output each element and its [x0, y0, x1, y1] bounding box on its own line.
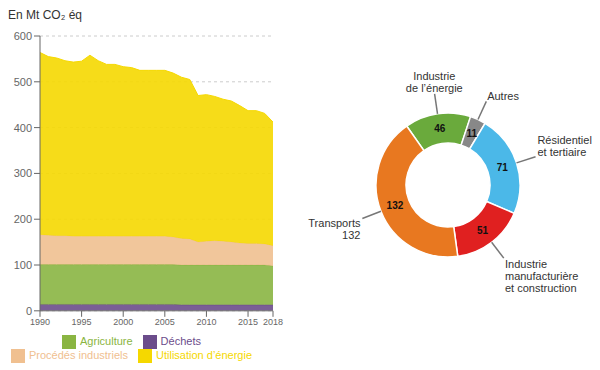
svg-text:2010: 2010: [196, 317, 216, 327]
svg-text:1990: 1990: [30, 317, 50, 327]
svg-text:300: 300: [14, 167, 32, 179]
html-text:Utilisation d’énergie: Utilisation d’énergie: [156, 348, 252, 361]
svg-text:2018: 2018: [263, 317, 283, 327]
svg-text:600: 600: [14, 30, 32, 42]
svg-text:Industriemanufacturièreet cons: Industriemanufacturièreet construction: [505, 258, 578, 294]
svg-text:2000: 2000: [113, 317, 133, 327]
svg-text:132: 132: [387, 200, 404, 211]
html-text:Agriculture: Agriculture: [80, 334, 133, 347]
svg-text:500: 500: [14, 76, 32, 88]
svg-text:2005: 2005: [155, 317, 175, 327]
svg-text:0: 0: [26, 305, 32, 317]
html-text:Déchets: Déchets: [160, 334, 201, 347]
svg-text:Autres: Autres: [487, 90, 519, 102]
svg-text:100: 100: [14, 259, 32, 271]
svg-text:400: 400: [14, 122, 32, 134]
svg-text:51: 51: [477, 225, 489, 236]
svg-text:200: 200: [14, 213, 32, 225]
svg-text:71: 71: [497, 162, 509, 173]
svg-text:1995: 1995: [72, 317, 92, 327]
html-text:En Mt CO₂ éq: En Mt CO₂ éq: [8, 8, 82, 22]
svg-text:Industriede l’énergie: Industriede l’énergie: [406, 70, 463, 94]
svg-text:46: 46: [434, 123, 446, 134]
svg-text:2015: 2015: [238, 317, 258, 327]
svg-text:Résidentielet tertiaire: Résidentielet tertiaire: [537, 134, 591, 158]
svg-text:Transports132: Transports132: [308, 217, 361, 241]
html-text:Procédés industriels: Procédés industriels: [29, 348, 128, 361]
svg-text:11: 11: [466, 128, 477, 139]
